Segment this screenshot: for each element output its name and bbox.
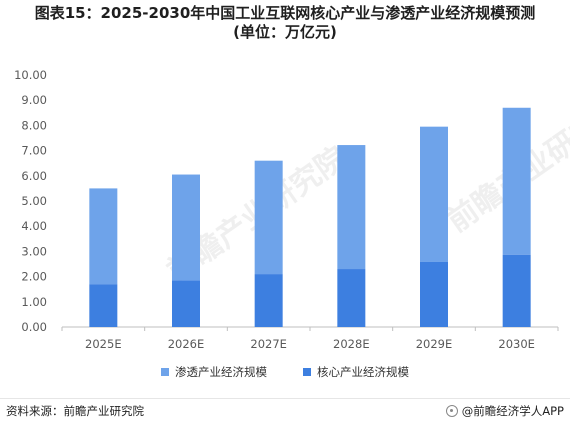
brand-credit: @前瞻经济学人APP — [445, 403, 564, 419]
brand-text: @前瞻经济学人APP — [461, 404, 564, 418]
legend-swatch-penetration — [161, 368, 169, 376]
x-tick-label: 2028E — [333, 337, 370, 351]
bar-penetration — [254, 160, 283, 275]
chart-title-line2: (单位：万亿元) — [233, 23, 337, 41]
y-tick-label: 6.00 — [21, 169, 47, 183]
x-tick-label: 2025E — [85, 337, 122, 351]
bar-penetration — [89, 188, 118, 285]
bar-core — [254, 274, 283, 327]
y-tick-label: 0.00 — [21, 320, 47, 334]
y-tick-label: 7.00 — [21, 144, 47, 158]
bar-core — [172, 280, 200, 327]
legend-label-penetration: 渗透产业经济规模 — [175, 365, 267, 379]
y-tick-label: 9.00 — [21, 93, 47, 107]
bar-core — [502, 254, 531, 327]
x-tick-label: 2030E — [498, 337, 535, 351]
y-tick-label: 1.00 — [21, 295, 47, 309]
footer: 资料来源：前瞻产业研究院 @前瞻经济学人APP — [0, 398, 570, 429]
legend-item-core: 核心产业经济规模 — [303, 364, 409, 380]
x-tick-label: 2026E — [168, 337, 205, 351]
bar-core — [420, 261, 448, 327]
brand-logo-icon — [445, 405, 458, 417]
legend-label-core: 核心产业经济规模 — [317, 365, 409, 379]
stacked-bar-chart: 0.00 1.00 2.00 3.00 4.00 5.00 6.00 7.00 8.00 9.00… — [14, 68, 559, 351]
source-note: 资料来源：前瞻产业研究院 — [6, 404, 144, 418]
bar-core — [89, 284, 118, 327]
y-tick-label: 4.00 — [21, 219, 47, 233]
bar-penetration — [502, 107, 531, 255]
y-tick-label: 10.00 — [14, 68, 47, 82]
legend-item-penetration: 渗透产业经济规模 — [161, 364, 267, 380]
y-tick-label: 3.00 — [21, 244, 47, 258]
y-tick-label: 8.00 — [21, 118, 47, 132]
bar-penetration — [172, 174, 200, 281]
x-tick-label: 2027E — [250, 337, 287, 351]
legend-swatch-core — [303, 368, 311, 376]
bar-penetration — [420, 126, 448, 262]
chart-legend: 渗透产业经济规模 核心产业经济规模 — [0, 364, 570, 380]
chart-title: 图表15：2025-2030年中国工业互联网核心产业与渗透产业经济规模预测 (单… — [0, 4, 570, 42]
bar-core — [337, 269, 366, 327]
y-tick-label: 2.00 — [21, 270, 47, 284]
bar-penetration — [337, 145, 366, 270]
x-tick-label: 2029E — [416, 337, 453, 351]
y-tick-label: 5.00 — [21, 194, 47, 208]
chart-title-line1: 图表15：2025-2030年中国工业互联网核心产业与渗透产业经济规模预测 — [34, 4, 536, 22]
